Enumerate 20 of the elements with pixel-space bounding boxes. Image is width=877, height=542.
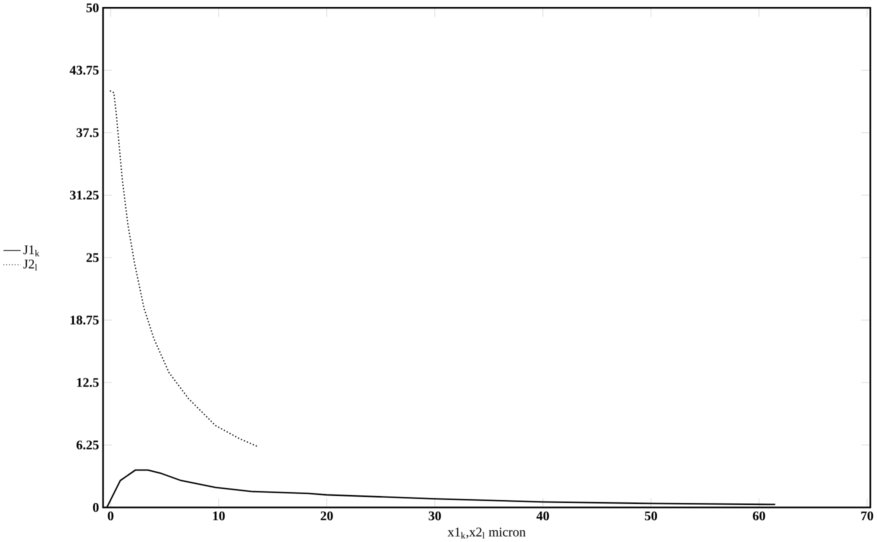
y-tick-label: 50 bbox=[86, 3, 99, 12]
x-tick-label: 10 bbox=[213, 511, 225, 520]
legend-label: J2$_{l}$ bbox=[23, 260, 38, 271]
x-tick-label: 60 bbox=[752, 511, 766, 520]
x-tick-label: 0 bbox=[108, 511, 114, 520]
y-tick-label: 43.75 bbox=[70, 66, 99, 75]
y-tick-label: 18.75 bbox=[70, 316, 99, 325]
y-tick-label: 31.25 bbox=[70, 190, 99, 200]
y-tick-label: 25 bbox=[86, 253, 99, 262]
y-tick-label: 0 bbox=[93, 503, 99, 512]
y-tick-label: 12.5 bbox=[77, 378, 99, 388]
x-tick-label: 50 bbox=[644, 511, 658, 520]
x-tick-label: 70 bbox=[861, 511, 874, 520]
x-tick-label: 20 bbox=[320, 511, 333, 520]
x-tick-label: 30 bbox=[428, 511, 441, 520]
y-tick-label: 37.5 bbox=[76, 128, 99, 138]
y-tick-label: 6.25 bbox=[76, 440, 99, 450]
legend-label: J1$_{k}$ bbox=[23, 245, 40, 256]
x-axis-title: x1$_{k}$,x2$_{l}$ micron bbox=[448, 528, 526, 539]
x-tick-label: 40 bbox=[536, 511, 549, 520]
